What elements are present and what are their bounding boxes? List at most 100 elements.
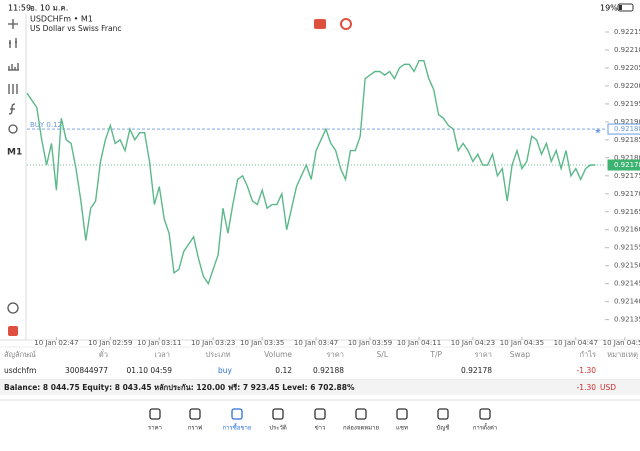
price-line [26,60,596,286]
timeframe[interactable]: M1 [7,148,22,158]
nav-item[interactable]: ราคา [148,408,162,432]
x-tick-label: 10 Jan 03:23 [191,339,235,347]
x-tick-label: 10 Jan 04:47 [554,339,598,347]
y-tick-label: 0.92185 [614,136,640,144]
signal-icon[interactable] [340,18,352,30]
cell-volume[interactable]: 0.12 [275,366,292,375]
y-tick-label: 0.92175 [614,172,640,180]
nav-icon [314,408,326,420]
x-tick-label: 10 Jan 03:11 [137,339,181,347]
nav-icon [149,408,161,420]
nav-item[interactable]: กราฟ [188,408,202,432]
nav-label: กราฟ [188,425,202,432]
column-header: ราคา [475,350,492,359]
column-header: ประเภท [205,350,230,359]
nav-item[interactable]: การซื้อขาย [223,408,252,432]
y-tick-label: 0.92155 [614,244,640,252]
cell-ticket[interactable]: 300844977 [65,366,108,375]
x-tick-label: 10 Jan 04:11 [397,339,441,347]
nav-item[interactable]: ประวัติ [269,408,287,432]
y-tick-label: 0.92145 [614,280,640,288]
level-tag [607,123,640,135]
nav-icon [272,408,284,420]
cell-time[interactable]: 01.10 04:59 [127,366,173,375]
nav-item[interactable]: แชท [396,408,408,432]
cell-profit[interactable]: -1.30 [577,366,597,375]
nav-label: ประวัติ [269,425,287,432]
indicators-tool[interactable] [8,63,19,71]
column-header: T/P [429,350,442,359]
cell-open-price[interactable]: 0.92188 [313,366,344,375]
column-header: ตั๋ว [99,349,108,359]
y-tick-label: 0.92135 [614,316,640,324]
chart-title: USDCHFm • M1 [30,15,93,24]
nav-item[interactable]: บัญชี [437,408,450,432]
column-header: Swap [510,350,530,359]
balance-currency: USD [600,383,616,392]
x-tick-label: 10 Jan 04:35 [500,339,544,347]
column-header: Volume [264,350,292,359]
y-tick-label: 0.92195 [614,100,640,108]
nav-label: ข่าว [315,425,326,432]
cell-current-price[interactable]: 0.92178 [461,366,492,375]
nav-icon [437,408,449,420]
nav-label: การตั้งค่า [473,422,497,432]
nav-icon [479,408,491,420]
nav-item[interactable]: ข่าว [314,408,326,432]
y-tick-label: 0.92205 [614,64,640,72]
nav-item[interactable]: การตั้งค่า [473,408,497,432]
column-header: กำไร [579,350,596,359]
column-header: เวลา [154,350,170,359]
one-click-icon[interactable] [314,19,326,29]
x-tick-label: 10 Jan 04:23 [451,339,495,347]
status-date: อ. 10 ม.ค. [30,4,68,13]
battery-icon [617,3,634,12]
x-tick-label: 10 Jan 03:35 [240,339,284,347]
cell-type[interactable]: buy [218,366,233,375]
crosshair-tool[interactable] [8,19,18,29]
chart-subtitle: US Dollar vs Swiss Franc [30,24,121,33]
nav-icon [396,408,408,420]
balance-profit: -1.30 [577,383,597,392]
status-time: 11:59 [8,4,31,13]
trade-tool[interactable] [8,326,18,336]
history-tool[interactable] [7,302,19,314]
level-label: BUY 0.12 [30,121,62,129]
x-tick-label: 10 Jan 03:59 [348,339,392,347]
column-header: หมายเหตุ [607,350,638,359]
level-price: 0.92178 [614,161,640,169]
nav-label: กล่องจดหมาย [343,425,379,432]
x-tick-label: 10 Jan 03:47 [294,339,338,347]
level-star: ★ [594,127,601,136]
column-header: สัญลักษณ์ [4,350,36,359]
level-tag [607,159,640,171]
nav-label: แชท [396,425,408,432]
nav-icon [231,408,243,420]
balance-bar [0,380,640,395]
left-toolbar [7,19,19,336]
objects-tool[interactable] [8,124,18,134]
x-tick-label: 10 Jan 02:59 [88,339,132,347]
nav-label: ราคา [148,425,162,432]
column-header: ราคา [327,350,344,359]
y-tick-label: 0.92165 [614,208,640,216]
x-tick-label: 10 Jan 04:59 [603,339,640,347]
balance-text: Balance: 8 044.75 Equity: 8 043.45 หลักป… [4,383,355,392]
y-tick-label: 0.92215 [614,28,640,36]
candles-tool[interactable] [9,38,17,48]
cell-symbol[interactable]: usdchfm [4,366,36,375]
function-tool[interactable] [8,103,16,115]
nav-label: การซื้อขาย [223,422,252,432]
settings-tool[interactable] [8,84,18,94]
level-price: 0.92188 [614,125,640,133]
status-battery: 19% [600,4,618,13]
nav-item[interactable]: กล่องจดหมาย [343,408,379,432]
